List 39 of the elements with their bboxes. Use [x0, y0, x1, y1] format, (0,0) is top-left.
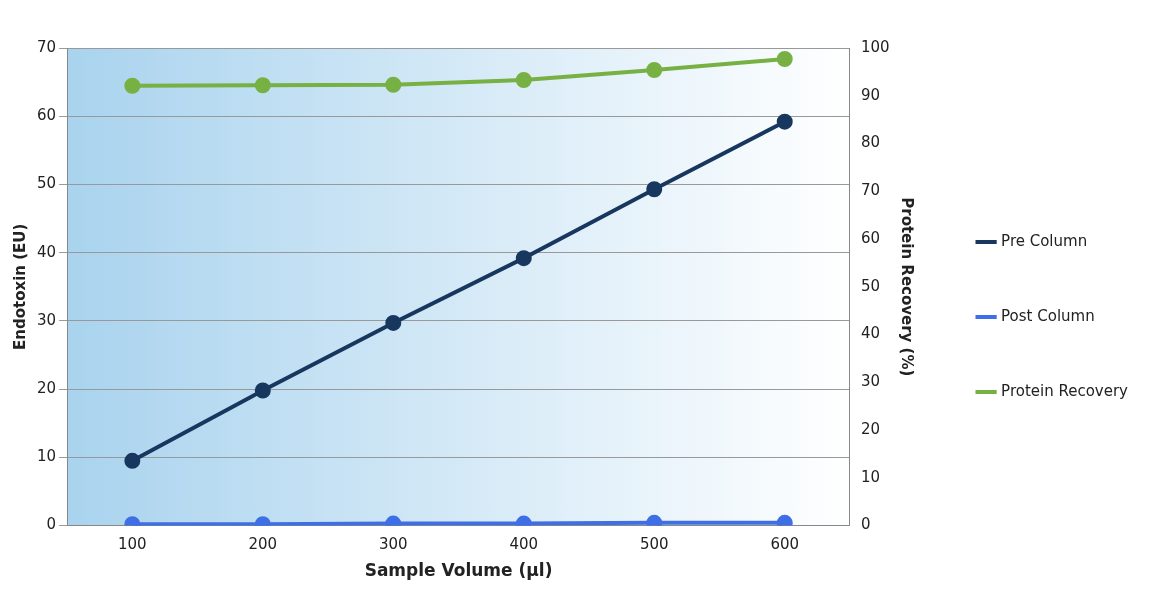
legend-label: Post Column — [1001, 306, 1095, 325]
x-tick-label: 300 — [378, 535, 408, 554]
y2-tick-label: 90 — [860, 85, 881, 104]
x-tick-label: 100 — [118, 535, 147, 554]
y2-tick-label: 40 — [860, 324, 881, 343]
legend-label: Protein Recovery — [1001, 381, 1129, 400]
y2-tick-label: 60 — [860, 228, 881, 247]
x-axis-title: Sample Volume (µl) — [364, 560, 553, 581]
y-tick-label: 0 — [46, 515, 57, 534]
y-tick-label: 60 — [36, 106, 57, 125]
point — [646, 514, 663, 526]
y2-tick-label: 50 — [860, 276, 881, 295]
x-tick-label: 600 — [770, 535, 800, 554]
y2-tick-label: 30 — [860, 372, 881, 391]
y-tick-label: 50 — [36, 174, 57, 193]
y2-axis-title: Protein Recovery (%) — [897, 197, 916, 377]
point — [254, 382, 271, 399]
y2-tick-label: 70 — [860, 181, 881, 200]
y2-tick-label: 0 — [860, 515, 871, 534]
point — [124, 452, 141, 469]
y2-tick-label: 100 — [860, 37, 890, 56]
legend-label: Pre Column — [1001, 231, 1088, 250]
x-tick-label: 500 — [639, 535, 669, 554]
y2-tick-label: 80 — [860, 133, 881, 152]
y-tick-label: 20 — [36, 379, 57, 398]
x-tick-label: 200 — [248, 535, 278, 554]
y-tick-label: 70 — [36, 37, 57, 56]
point — [385, 314, 402, 331]
point — [515, 250, 532, 267]
y-tick-label: 10 — [36, 447, 57, 466]
x-tick-label: 400 — [509, 535, 539, 554]
y2-tick-label: 20 — [860, 419, 881, 438]
y-axis-title: Endotoxin (EU) — [10, 223, 29, 350]
y2-tick-label: 10 — [860, 467, 881, 486]
point — [646, 181, 663, 198]
point — [776, 113, 793, 130]
y-tick-label: 40 — [36, 242, 57, 261]
point — [776, 514, 793, 526]
y-tick-label: 30 — [36, 310, 57, 329]
